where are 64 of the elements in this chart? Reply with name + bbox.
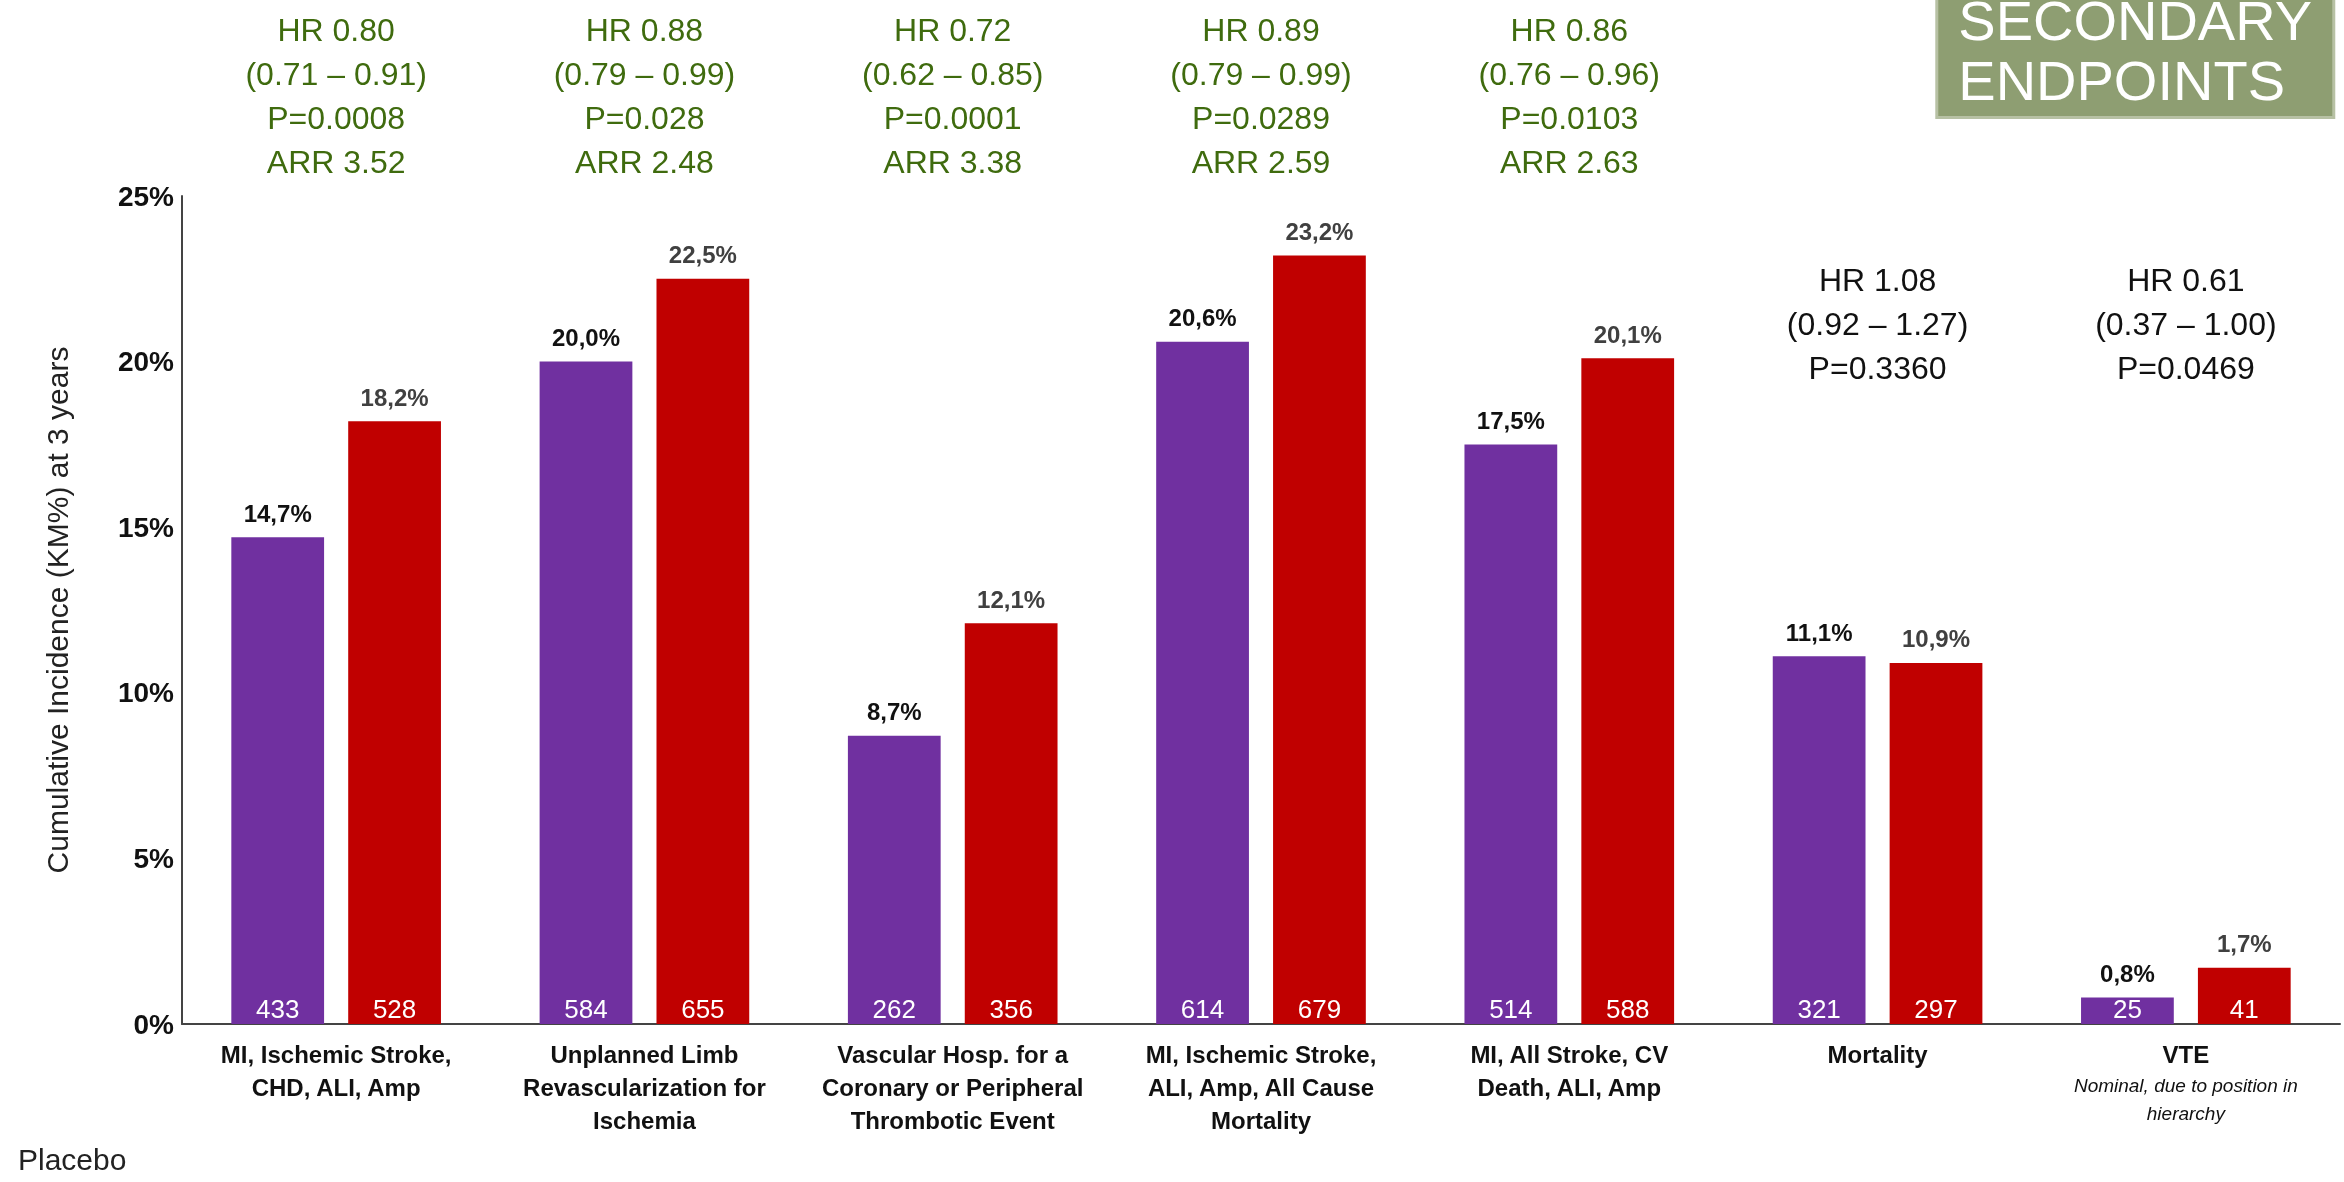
x-tick-label: MI, All Stroke, CV Death, ALI, Amp (1470, 1041, 1669, 1101)
y-tick-label: 0% (133, 1008, 175, 1040)
annotation: 297 (1914, 994, 1958, 1024)
bar (964, 623, 1058, 1024)
y-tick-label: 15% (117, 511, 175, 543)
data-label: 0,8% (2100, 960, 2155, 987)
y-tick-label: 25% (117, 180, 175, 212)
data-label: 12,1% (977, 585, 1046, 613)
x-tick-label: MI, Ischemic Stroke, CHD, ALI, Amp (220, 1041, 452, 1101)
bar (847, 735, 941, 1024)
annotation: 679 (1297, 994, 1342, 1024)
annotation: 528 (372, 994, 417, 1024)
annotation: 41 (2229, 994, 2259, 1024)
annotation: HR 0.61 (0.37 – 1.00) P=0.0469 (2095, 262, 2277, 386)
annotation: 514 (1489, 994, 1533, 1024)
bar (1273, 255, 1366, 1024)
bar (656, 278, 750, 1024)
annotation: 588 (1606, 994, 1650, 1024)
text: HR 0.86 (0.76 – 0.96) P=0.0103 ARR 2.63 (1478, 12, 1661, 180)
x-tick-label: Vascular Hosp. for a Coronary or Peripheral Thrombotic Event (822, 1041, 1084, 1134)
data-label: 17,5% (1476, 406, 1545, 434)
chart-title: SECONDARY ENDPOINTS (1958, 0, 2312, 112)
data-label: 14,7% (243, 499, 312, 527)
text: HR 0.80 (0.71 – 0.91) P=0.0008 ARR 3.52 (245, 12, 427, 180)
annotation: 262 (872, 994, 916, 1024)
bar (348, 421, 441, 1024)
x-tick-label: Mortality (1827, 1041, 1929, 1068)
x-tick-label: Unplanned Limb Revascularization for Ischemia (523, 1041, 766, 1134)
data-label: 23,2% (1285, 218, 1354, 246)
annotation: HR 1.08 (0.92 – 1.27) P=0.3360 (1786, 262, 1969, 386)
annotation: 614 (1180, 994, 1225, 1024)
text: HR 0.72 (0.62 – 0.85) P=0.0001 ARR 3.38 (861, 12, 1044, 180)
data-label: 20,1% (1593, 320, 1662, 348)
data-label: 18,2% (360, 383, 429, 411)
text: HR 0.88 (0.79 – 0.99) P=0.028 ARR 2.48 (553, 12, 736, 180)
bar (1464, 444, 1558, 1024)
annotation: 321 (1797, 994, 1841, 1024)
bar (231, 537, 325, 1024)
annotation: 584 (564, 994, 608, 1024)
y-tick-label: 20% (117, 346, 175, 378)
bar (1156, 341, 1249, 1024)
text: HR 0.89 (0.79 – 0.99) P=0.0289 ARR 2.59 (1170, 12, 1352, 180)
bar (539, 361, 633, 1024)
bar (1889, 662, 1983, 1024)
x-tick-label: MI, Ischemic Stroke, ALI, Amp, All Cause Mortality (1145, 1041, 1377, 1134)
annotation: 433 (256, 994, 300, 1024)
bar (2197, 967, 2291, 1024)
x-tick-label: VTE Nominal, due to position in hierarchy (2073, 1041, 2298, 1124)
bar (1581, 358, 1675, 1024)
annotation: 655 (681, 994, 725, 1024)
annotation: 25 (2112, 994, 2142, 1024)
data-label: 20,0% (551, 324, 621, 352)
y-tick-label: 5% (133, 842, 175, 874)
bar (1772, 656, 1866, 1024)
y-axis-title: Cumulative Incidence (KM%) at 3 years (40, 346, 74, 874)
data-label: 11,1% (1785, 618, 1853, 646)
annotation: 356 (989, 994, 1033, 1024)
text: Placebo (18, 1142, 127, 1176)
y-tick-label: 10% (117, 677, 175, 709)
data-label: 8,7% (866, 698, 922, 726)
data-label: 20,6% (1168, 304, 1237, 332)
data-label: 1,7% (2216, 930, 2272, 958)
data-label: 10,9% (1901, 625, 1971, 653)
data-label: 22,5% (668, 241, 737, 269)
